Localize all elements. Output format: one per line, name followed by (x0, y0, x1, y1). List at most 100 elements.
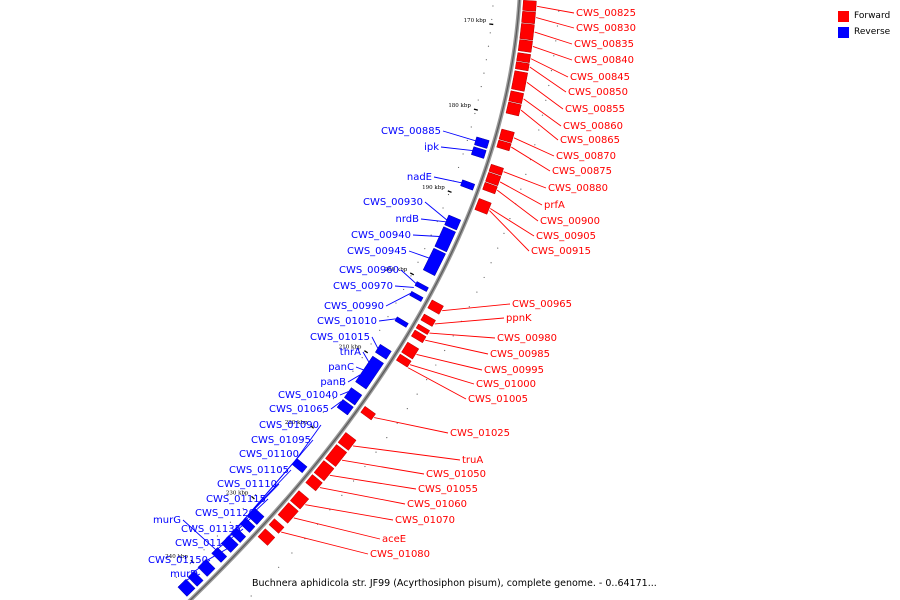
forward-gene-label[interactable]: prfA (544, 200, 565, 211)
reverse-gene-label[interactable]: CWS_00930 (363, 197, 423, 208)
forward-gene[interactable] (511, 70, 528, 92)
forward-gene[interactable] (485, 171, 502, 187)
reverse-gene-label[interactable]: CWS_01135 (181, 524, 241, 535)
forward-gene[interactable] (516, 52, 531, 63)
forward-gene-label[interactable]: ppnK (506, 313, 532, 324)
reverse-gene-label[interactable]: nrdB (396, 214, 420, 225)
reverse-gene-label[interactable]: panC (328, 362, 354, 373)
forward-gene[interactable] (420, 313, 436, 327)
forward-gene-label[interactable]: CWS_01070 (395, 515, 455, 526)
reverse-gene[interactable] (374, 343, 392, 360)
forward-gene-label[interactable]: CWS_00825 (576, 8, 636, 19)
reverse-gene-label[interactable]: murD (170, 569, 198, 580)
forward-gene[interactable] (268, 518, 285, 534)
reverse-gene-label[interactable]: murG (153, 515, 181, 526)
forward-gene-label[interactable]: CWS_00865 (560, 135, 620, 146)
reverse-gene[interactable] (434, 226, 456, 253)
forward-gene-label[interactable]: CWS_01000 (476, 379, 536, 390)
forward-gene[interactable] (488, 163, 504, 176)
forward-gene[interactable] (415, 323, 431, 335)
reverse-gene[interactable] (460, 179, 476, 191)
reverse-gene-label[interactable]: CWS_01150 (148, 555, 208, 566)
reverse-gene[interactable] (336, 399, 354, 416)
reverse-gene-label[interactable]: CWS_00945 (347, 246, 407, 257)
reverse-gene-label[interactable]: CWS_00970 (333, 281, 393, 292)
forward-gene[interactable] (519, 23, 535, 41)
reverse-gene-label[interactable]: CWS_01095 (251, 435, 311, 446)
forward-gene[interactable] (289, 490, 310, 510)
reverse-gene-label[interactable]: CWS_01090 (259, 420, 319, 431)
reverse-gene-label[interactable]: thrA (340, 347, 361, 358)
forward-gene-label[interactable]: CWS_01080 (370, 549, 430, 560)
forward-gene[interactable] (313, 460, 335, 482)
reverse-gene[interactable] (474, 136, 490, 149)
forward-gene-label[interactable]: CWS_00860 (563, 121, 623, 132)
forward-gene-label[interactable]: CWS_00830 (576, 23, 636, 34)
forward-gene-label[interactable]: CWS_00915 (531, 246, 591, 257)
forward-gene[interactable] (474, 198, 492, 215)
reverse-gene[interactable] (470, 146, 487, 159)
reverse-gene-label[interactable]: CWS_00990 (324, 301, 384, 312)
forward-gene[interactable] (505, 101, 522, 117)
forward-gene[interactable] (517, 39, 533, 53)
reverse-gene[interactable] (444, 214, 462, 231)
reverse-gene-label[interactable]: CWS_01140 (175, 538, 235, 549)
forward-gene-label[interactable]: CWS_00855 (565, 104, 625, 115)
reverse-gene[interactable] (187, 570, 204, 587)
forward-gene[interactable] (395, 353, 412, 368)
forward-gene[interactable] (515, 61, 530, 72)
forward-gene-label[interactable]: CWS_00905 (536, 231, 596, 242)
forward-gene[interactable] (325, 444, 348, 467)
reverse-gene[interactable] (355, 355, 384, 390)
forward-gene[interactable] (410, 329, 427, 344)
forward-gene-label[interactable]: CWS_00850 (568, 87, 628, 98)
reverse-gene[interactable] (414, 281, 429, 292)
reverse-gene-label[interactable]: CWS_01110 (217, 479, 277, 490)
forward-gene-label[interactable]: CWS_00840 (574, 55, 634, 66)
reverse-gene-label[interactable]: CWS_01040 (278, 390, 338, 401)
forward-gene-label[interactable]: CWS_00875 (552, 166, 612, 177)
reverse-gene-label[interactable]: CWS_01105 (229, 465, 289, 476)
forward-gene[interactable] (360, 405, 376, 421)
reverse-gene-label[interactable]: CWS_00885 (381, 126, 441, 137)
reverse-gene-label[interactable]: nadE (407, 172, 432, 183)
reverse-gene-label[interactable]: CWS_00960 (339, 265, 399, 276)
forward-gene-label[interactable]: CWS_00845 (570, 72, 630, 83)
forward-gene-label[interactable]: CWS_01050 (426, 469, 486, 480)
forward-gene[interactable] (522, 0, 537, 12)
forward-gene-label[interactable]: CWS_01005 (468, 394, 528, 405)
reverse-gene-label[interactable]: ipk (424, 142, 439, 153)
forward-gene-label[interactable]: CWS_01060 (407, 499, 467, 510)
reverse-gene-label[interactable]: CWS_01120 (195, 508, 255, 519)
forward-gene[interactable] (401, 341, 420, 360)
forward-gene[interactable] (257, 528, 276, 546)
forward-gene[interactable] (496, 139, 512, 152)
forward-gene[interactable] (305, 474, 323, 492)
forward-gene[interactable] (498, 128, 515, 144)
forward-gene[interactable] (337, 432, 357, 451)
forward-gene-label[interactable]: CWS_00965 (512, 299, 572, 310)
forward-gene-label[interactable]: truA (462, 455, 483, 466)
reverse-gene[interactable] (409, 290, 424, 302)
reverse-gene-label[interactable]: panB (320, 377, 346, 388)
reverse-gene[interactable] (177, 578, 196, 597)
forward-gene-label[interactable]: CWS_00835 (574, 39, 634, 50)
reverse-gene[interactable] (291, 458, 308, 474)
forward-gene[interactable] (521, 11, 536, 24)
forward-gene-label[interactable]: CWS_01025 (450, 428, 510, 439)
reverse-gene[interactable] (422, 247, 446, 277)
forward-gene-label[interactable]: aceE (382, 534, 406, 545)
reverse-gene-label[interactable]: CWS_01100 (239, 449, 299, 460)
reverse-gene[interactable] (394, 316, 409, 328)
forward-gene[interactable] (482, 181, 498, 195)
forward-gene-label[interactable]: CWS_00900 (540, 216, 600, 227)
reverse-gene-label[interactable]: CWS_01010 (317, 316, 377, 327)
forward-gene-label[interactable]: CWS_00995 (484, 365, 544, 376)
reverse-gene-label[interactable]: CWS_01115 (206, 494, 266, 505)
forward-gene-label[interactable]: CWS_00870 (556, 151, 616, 162)
forward-gene-label[interactable]: CWS_00880 (548, 183, 608, 194)
forward-gene-label[interactable]: CWS_00980 (497, 333, 557, 344)
forward-gene-label[interactable]: CWS_01055 (418, 484, 478, 495)
forward-gene[interactable] (277, 502, 299, 524)
forward-gene-label[interactable]: CWS_00985 (490, 349, 550, 360)
